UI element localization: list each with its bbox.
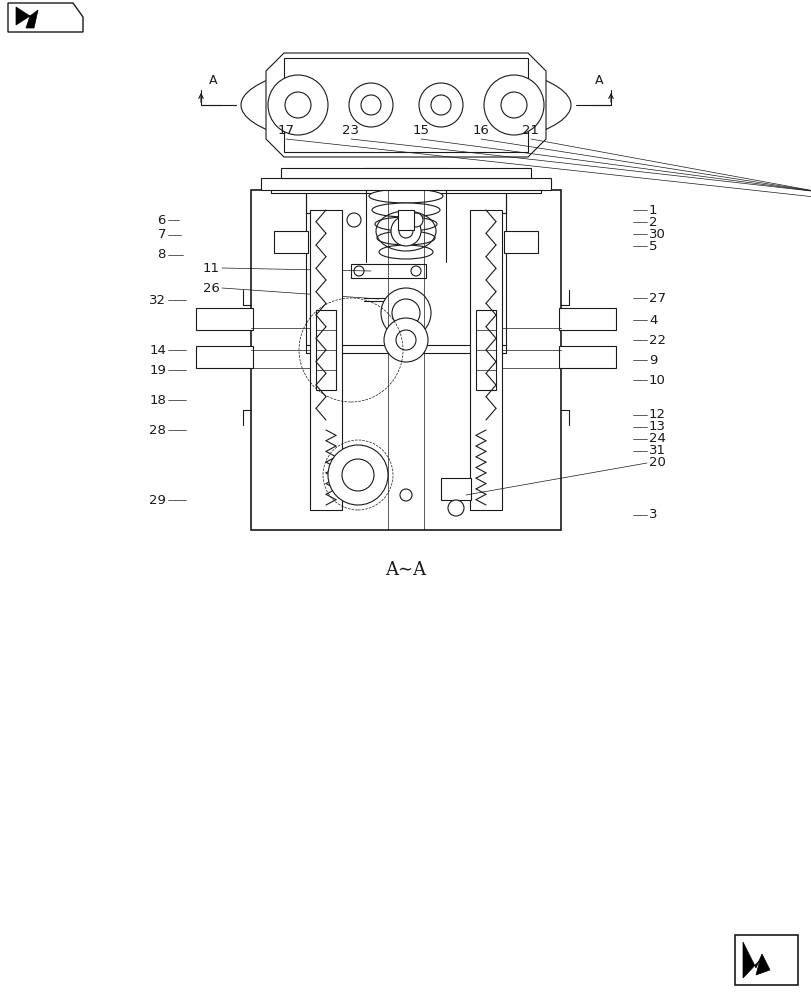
Ellipse shape: [375, 217, 436, 231]
Text: 1: 1: [648, 204, 657, 217]
Circle shape: [285, 92, 311, 118]
Text: 6: 6: [157, 214, 165, 227]
Bar: [397, 210, 414, 230]
Circle shape: [384, 318, 427, 362]
Circle shape: [361, 95, 380, 115]
Bar: [281, 168, 530, 178]
Text: A: A: [208, 74, 217, 87]
Text: 18: 18: [149, 393, 165, 406]
Text: 23: 23: [342, 124, 359, 137]
Circle shape: [391, 216, 420, 246]
Bar: [558, 346, 616, 368]
Bar: [734, 935, 797, 985]
Text: 32: 32: [148, 294, 165, 306]
Bar: [251, 190, 560, 530]
Text: 5: 5: [648, 239, 657, 252]
Ellipse shape: [368, 189, 443, 203]
Polygon shape: [16, 7, 38, 28]
Ellipse shape: [376, 231, 435, 245]
Text: 20: 20: [648, 456, 665, 470]
Text: 15: 15: [412, 124, 429, 137]
Polygon shape: [742, 942, 769, 978]
Bar: [365, 168, 446, 180]
Circle shape: [400, 489, 411, 501]
Bar: [440, 478, 470, 500]
Circle shape: [354, 266, 363, 276]
Circle shape: [396, 330, 415, 350]
Text: 9: 9: [648, 354, 657, 366]
Bar: [504, 231, 538, 253]
Text: 24: 24: [648, 432, 665, 446]
Circle shape: [398, 224, 413, 238]
Bar: [470, 210, 501, 510]
Circle shape: [500, 92, 526, 118]
Text: 2: 2: [648, 216, 657, 229]
Circle shape: [328, 445, 388, 505]
Bar: [195, 308, 253, 330]
Bar: [284, 58, 527, 152]
Circle shape: [341, 459, 374, 491]
Ellipse shape: [366, 175, 445, 189]
Ellipse shape: [371, 203, 440, 217]
Text: 12: 12: [648, 408, 665, 422]
Circle shape: [346, 213, 361, 227]
Polygon shape: [8, 3, 83, 32]
Text: 14: 14: [149, 344, 165, 357]
Polygon shape: [266, 53, 545, 157]
Bar: [195, 346, 253, 368]
Circle shape: [431, 95, 450, 115]
Text: 7: 7: [157, 229, 165, 241]
Text: 26: 26: [203, 282, 220, 294]
Text: 16: 16: [472, 124, 489, 137]
Circle shape: [448, 500, 463, 516]
Bar: [271, 180, 540, 193]
Circle shape: [409, 213, 423, 227]
Text: 29: 29: [149, 493, 165, 506]
Bar: [273, 231, 307, 253]
Bar: [475, 310, 496, 390]
Text: 28: 28: [149, 424, 165, 436]
Text: A: A: [594, 74, 603, 87]
Text: 10: 10: [648, 373, 665, 386]
Text: 3: 3: [648, 508, 657, 522]
Ellipse shape: [241, 59, 570, 151]
Text: 30: 30: [648, 228, 665, 240]
Bar: [260, 178, 551, 190]
Ellipse shape: [379, 245, 432, 259]
Text: 31: 31: [648, 444, 665, 458]
Bar: [310, 210, 341, 510]
Circle shape: [410, 266, 420, 276]
Text: 13: 13: [648, 420, 665, 434]
Circle shape: [483, 75, 543, 135]
Bar: [558, 308, 616, 330]
Text: 22: 22: [648, 334, 665, 347]
Text: 19: 19: [149, 363, 165, 376]
Text: 21: 21: [521, 124, 539, 137]
Text: 8: 8: [157, 248, 165, 261]
Text: 11: 11: [203, 261, 220, 274]
Bar: [315, 310, 336, 390]
Text: A∼A: A∼A: [385, 561, 426, 579]
Circle shape: [418, 83, 462, 127]
Circle shape: [392, 299, 419, 327]
Text: 27: 27: [648, 292, 665, 304]
Circle shape: [268, 75, 328, 135]
Text: 17: 17: [277, 124, 294, 137]
Circle shape: [349, 83, 393, 127]
Bar: [350, 264, 426, 278]
Text: 4: 4: [648, 314, 657, 326]
Circle shape: [380, 288, 431, 338]
